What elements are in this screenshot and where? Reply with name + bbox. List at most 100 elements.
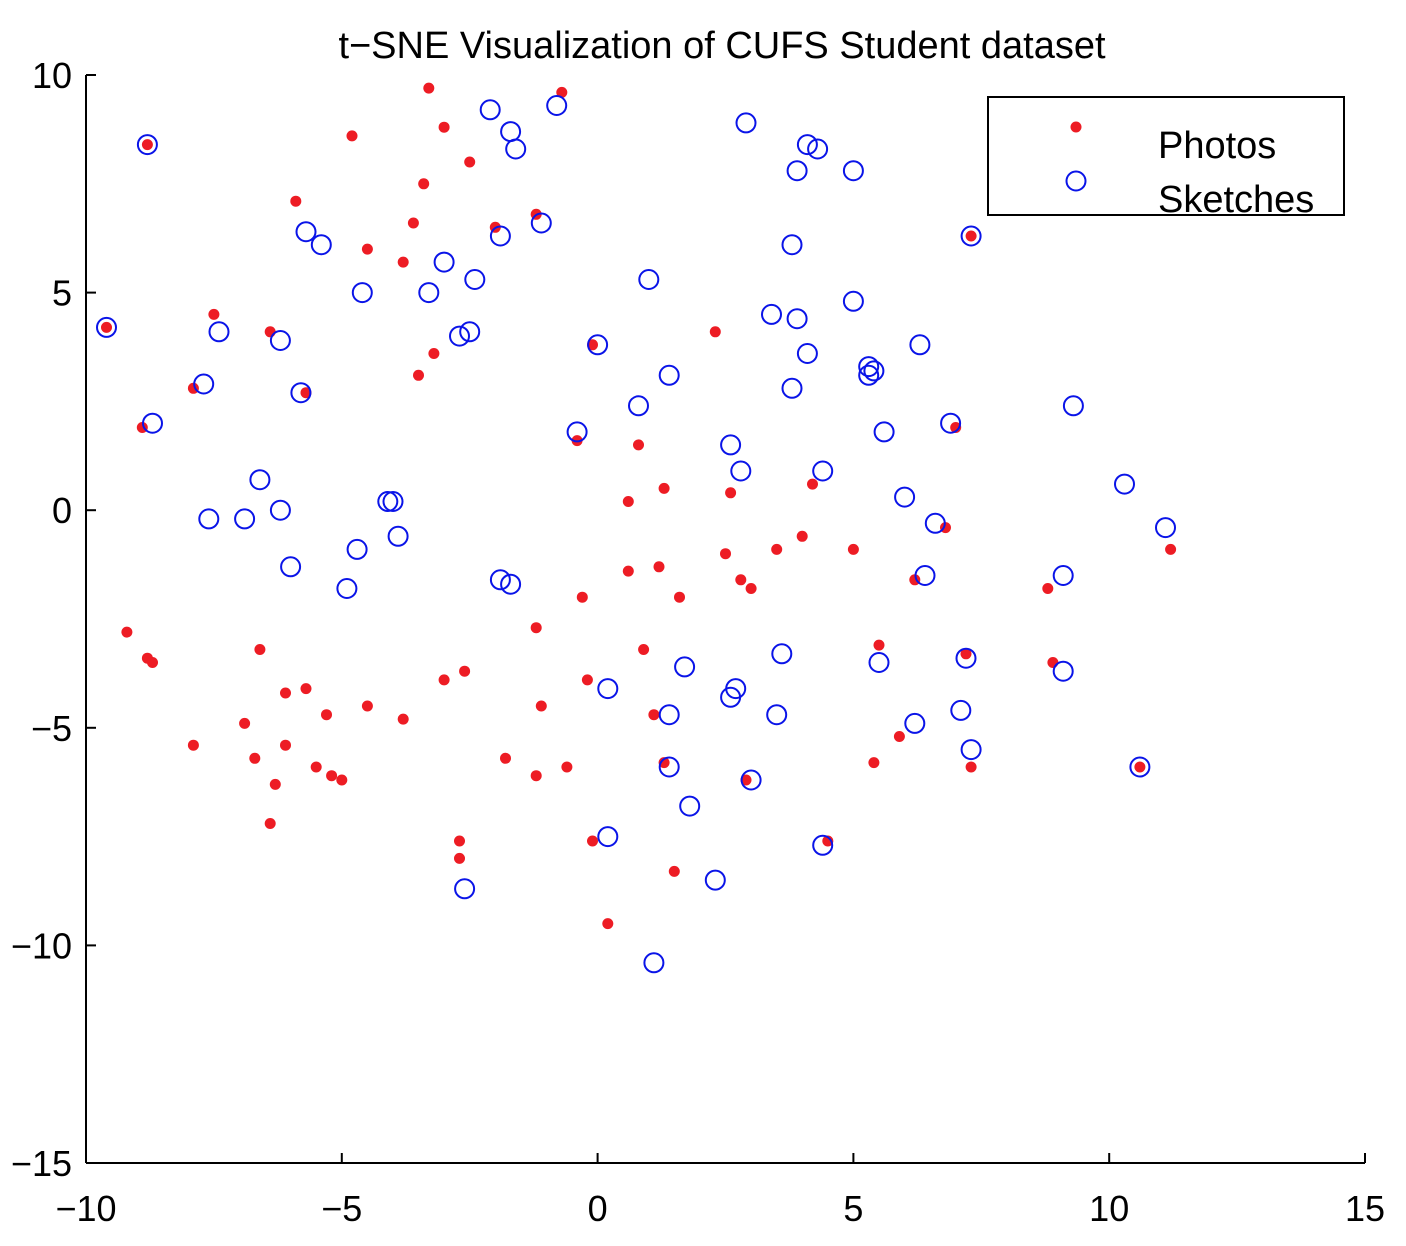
sketch-point [310, 234, 332, 256]
photo-point [622, 565, 634, 577]
photo-point [720, 548, 731, 560]
sketch-point [858, 356, 880, 378]
legend-box [987, 96, 1345, 216]
photo-point [648, 709, 660, 721]
photo-point [633, 439, 644, 451]
x-tick-label: 10 [1089, 1188, 1129, 1229]
sketch-point [796, 343, 818, 364]
photo-point [239, 717, 251, 729]
legend-photos-label: Photos [1158, 125, 1276, 167]
sketch-point [807, 138, 829, 160]
sketch-point [812, 834, 834, 856]
photo-point [965, 761, 977, 773]
sketch-point [955, 647, 977, 669]
photo-point [822, 835, 834, 847]
sketch-point [658, 756, 680, 778]
photo-point [807, 478, 818, 490]
sketch-point [500, 121, 522, 143]
sketch-point [290, 382, 312, 404]
y-tick-label: −5 [31, 708, 72, 749]
sketch-point [863, 360, 885, 382]
photo-point [950, 422, 962, 433]
photo-point [500, 752, 511, 764]
legend-sketches-marker [1065, 170, 1087, 192]
sketch-point [387, 525, 409, 547]
sketch-point [193, 373, 215, 395]
sketch-point [894, 486, 916, 508]
sketch-point [740, 769, 762, 791]
photo-point [321, 709, 332, 721]
sketch-point [812, 460, 834, 482]
sketch-point [449, 325, 470, 347]
sketch-point [269, 499, 291, 521]
sketch-point [234, 508, 256, 530]
sketch-point [766, 704, 788, 726]
sketch-point [597, 826, 619, 848]
photo-point [745, 583, 757, 594]
photo-point [459, 665, 471, 677]
photo-point [346, 130, 358, 142]
photo-point [965, 230, 977, 242]
tick-marks [85, 74, 1366, 1164]
sketch-point [280, 556, 302, 578]
sketch-point [735, 112, 757, 134]
sketch-point [142, 412, 163, 434]
sketch-point [459, 321, 481, 343]
photo-point [361, 243, 373, 255]
sketch-point [1062, 395, 1084, 417]
sketch-point [868, 652, 890, 673]
sketch-point [781, 377, 803, 399]
sketch-point [382, 491, 404, 512]
sketch-point [960, 739, 982, 761]
photo-point [187, 739, 199, 751]
photo-point [249, 752, 261, 764]
photos-series [101, 82, 1177, 930]
photo-point [771, 543, 783, 555]
photo-point [1042, 583, 1054, 594]
sketch-point [346, 538, 368, 560]
sketch-point [1052, 660, 1074, 682]
photo-point [264, 818, 276, 829]
sketch-point [208, 321, 230, 343]
plot-area [96, 82, 1177, 974]
y-tick-label: 5 [52, 273, 72, 314]
sketch-point [960, 225, 982, 247]
legend-photos-marker [1070, 121, 1082, 133]
sketch-point [500, 573, 522, 595]
sketch-point [950, 699, 972, 721]
sketch-point [530, 212, 552, 234]
sketch-point [771, 643, 793, 665]
photo-point [208, 308, 220, 320]
y-tick-label: 10 [32, 55, 72, 96]
photo-point [280, 739, 291, 751]
photo-point [336, 774, 348, 786]
sketch-point [720, 434, 742, 456]
photo-point [101, 321, 112, 333]
photo-point [418, 178, 430, 190]
sketch-point [136, 134, 158, 156]
photo-point [561, 761, 573, 773]
photo-point [413, 369, 424, 381]
photo-point [1165, 543, 1177, 555]
x-tick-label: 5 [843, 1188, 863, 1229]
photo-point [556, 86, 568, 98]
y-tick-label: −10 [11, 925, 72, 966]
photo-point [300, 387, 312, 399]
photo-point [423, 82, 435, 94]
photo-point [1047, 657, 1059, 668]
sketches-series [96, 95, 1176, 974]
photo-point [147, 657, 158, 668]
sketch-point [658, 364, 680, 386]
sketch-point [587, 334, 609, 356]
photo-point [709, 326, 721, 338]
x-tick-label: −10 [55, 1188, 116, 1229]
photo-point [361, 700, 373, 712]
chart-title: t−SNE Visualization of CUFS Student data… [338, 25, 1106, 67]
photo-point [581, 674, 593, 686]
sketch-point [679, 795, 701, 817]
sketch-point [720, 686, 742, 708]
sketch-point [249, 469, 271, 491]
sketch-point [658, 704, 680, 726]
sketch-point [454, 878, 476, 900]
